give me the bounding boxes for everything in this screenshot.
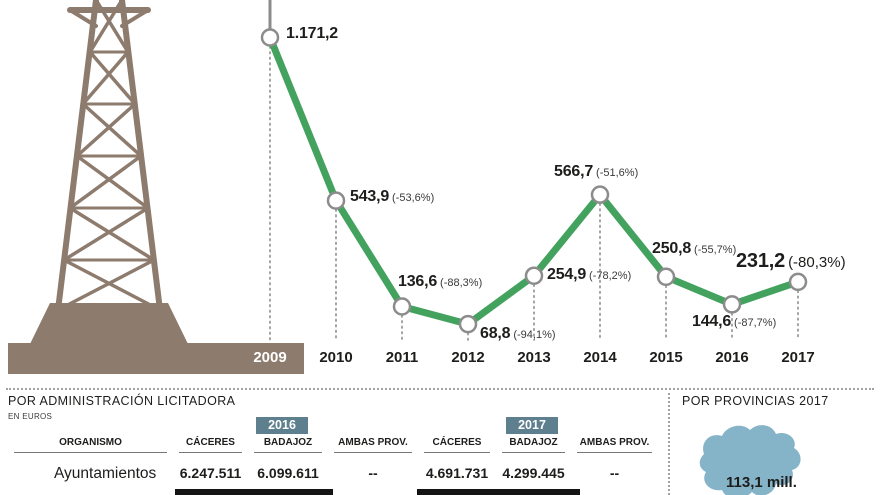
admin-table-header: ORGANISMO CÁCERES BADAJOZ AMBAS PROV. CÁCERE… [8, 437, 658, 453]
admin-section-title: POR ADMINISTRACIÓN LICITADORA [8, 394, 236, 408]
table-column-header: BADAJOZ [254, 437, 322, 453]
table-row-separator-right [417, 489, 580, 495]
year-label: 2017 [781, 349, 815, 366]
table-cell-value: 6.099.611 [257, 465, 319, 481]
year-label: 2010 [319, 349, 353, 366]
data-point-label: 250,8 (-55,7%) [652, 239, 737, 257]
leader-lines [268, 0, 799, 341]
data-point-label: 231,2 (-80,3%) [736, 249, 846, 272]
data-point-label: 68,8 (-94,1%) [480, 325, 556, 343]
province-total-value: 113,1 mill. [726, 474, 797, 491]
table-column-header: BADAJOZ [502, 437, 565, 453]
horizontal-divider [6, 388, 874, 390]
data-point-markers [260, 28, 808, 334]
admin-section-subtitle: EN EUROS [8, 412, 53, 421]
electricity-pylon-illustration [8, 0, 304, 374]
year-label: 2014 [583, 349, 617, 366]
year-label: 2012 [451, 349, 485, 366]
table-row-label: Ayuntamientos [54, 465, 157, 482]
data-point-label: 254,9 (-78,2%) [547, 265, 632, 283]
table-column-header: ORGANISMO [14, 437, 167, 453]
table-column-header: AMBAS PROV. [334, 437, 412, 453]
table-cell-value: 4.691.731 [425, 465, 489, 481]
year-label: 2009 [253, 349, 287, 366]
table-cell-value: 6.247.511 [179, 465, 242, 481]
data-point-label: 144,6 (-87,7%) [692, 313, 777, 331]
axis-base-bar [8, 343, 304, 374]
data-point-label: 566,7 (-51,6%) [554, 162, 639, 180]
bidding-trend-chart [8, 0, 808, 374]
table-column-header: CÁCERES [179, 437, 242, 453]
caceres-province-shape [699, 425, 801, 495]
admin-table-row: Ayuntamientos 6.247.511 6.099.611 -- 4.691.7… [8, 455, 658, 483]
year-label: 2015 [649, 349, 683, 366]
year-label: 2013 [517, 349, 551, 366]
table-row-separator-left [175, 489, 333, 495]
province-map [690, 420, 810, 495]
year-label: 2016 [715, 349, 749, 366]
table-cell-value: 4.299.445 [502, 465, 565, 481]
table-cell-value: -- [368, 465, 378, 481]
table-column-header: CÁCERES [424, 437, 490, 453]
year-badge-2017: 2017 [506, 417, 558, 434]
vertical-divider [668, 393, 670, 495]
data-point-label: 543,9 (-53,6%) [350, 187, 435, 205]
pylon-base [30, 303, 188, 344]
data-point-label: 136,6 (-88,3%) [398, 273, 483, 291]
table-column-header: AMBAS PROV. [577, 437, 652, 453]
table-cell-value: -- [609, 465, 620, 481]
year-badge-2016: 2016 [256, 417, 308, 434]
province-map-canvas [699, 425, 801, 495]
year-label: 2011 [385, 349, 419, 366]
provinces-section-title: POR PROVINCIAS 2017 [682, 394, 829, 408]
data-point-label: 1.171,2 [286, 25, 338, 43]
